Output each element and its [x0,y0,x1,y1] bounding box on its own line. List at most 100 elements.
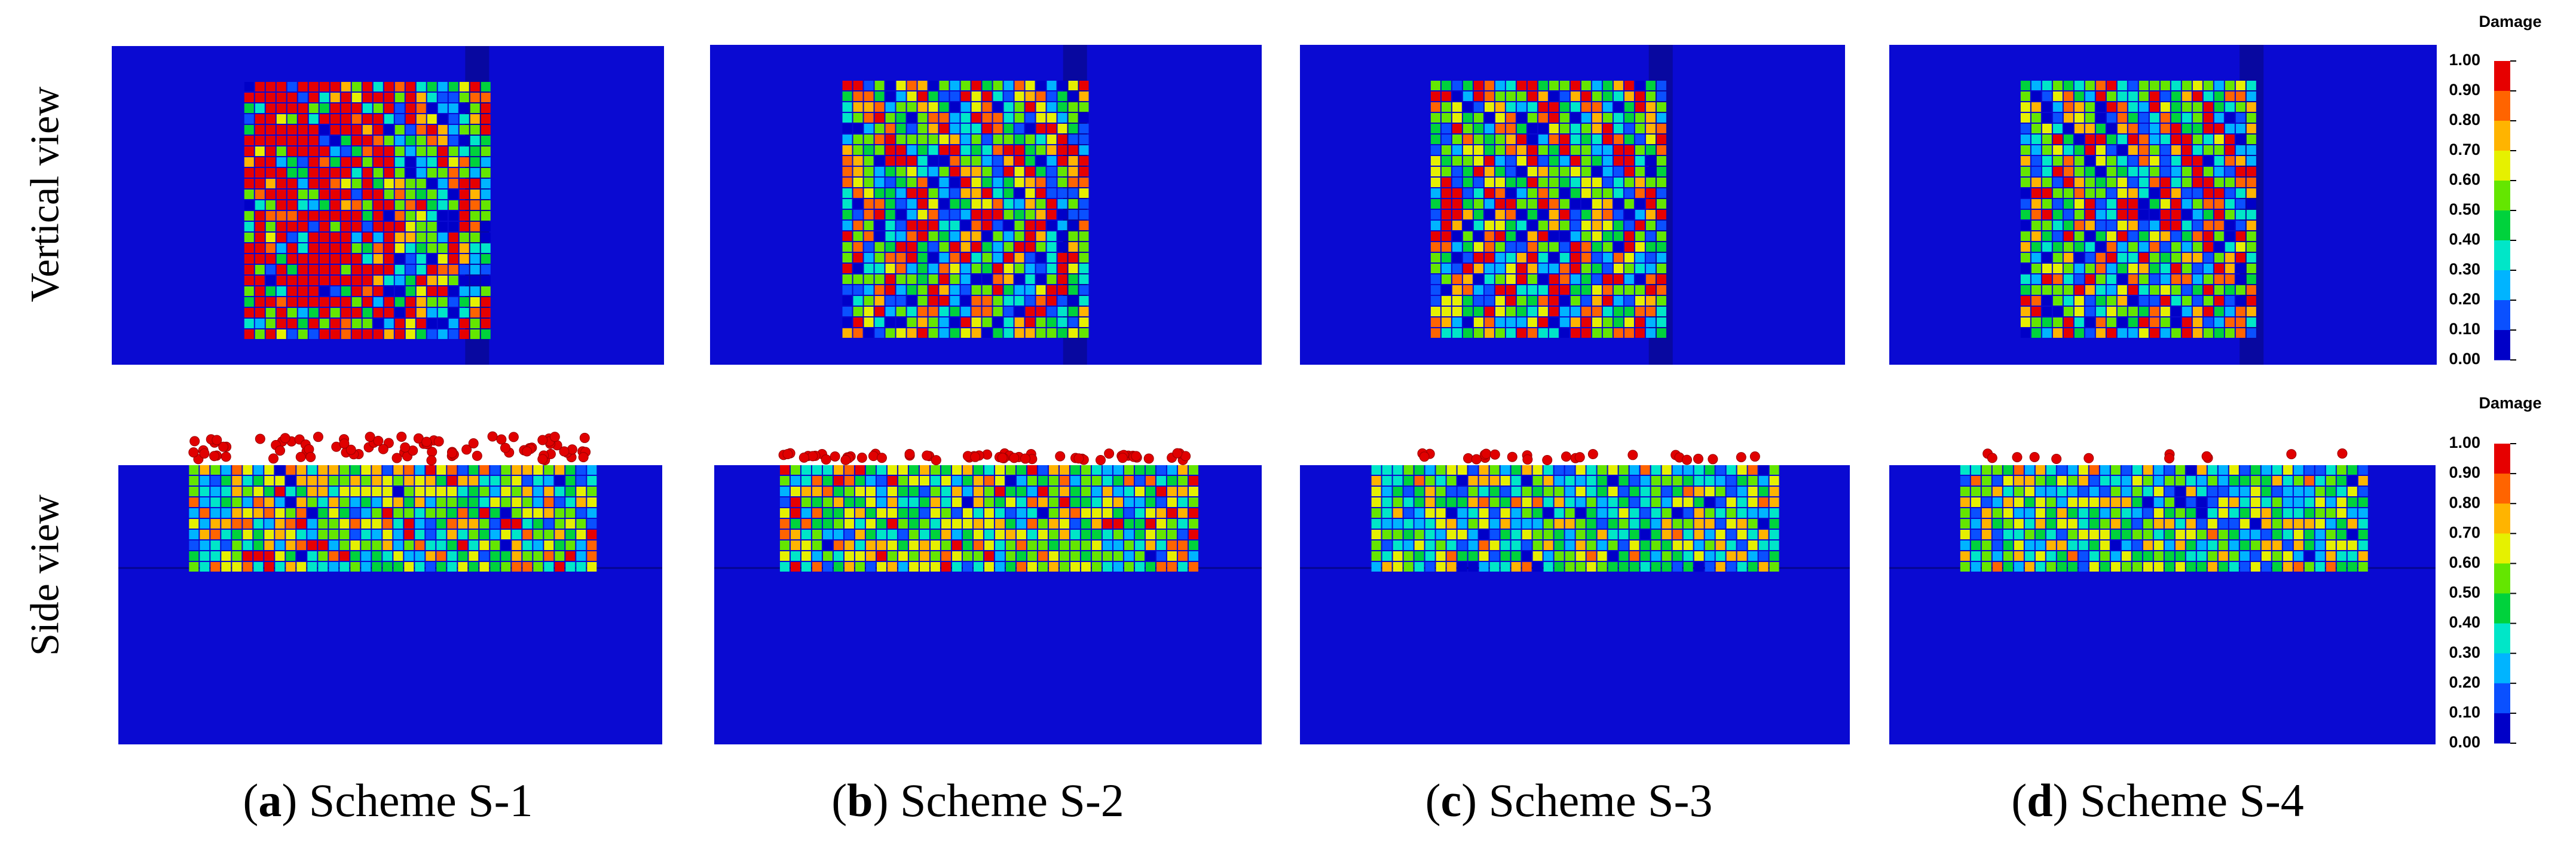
damage-cell [960,167,971,176]
damage-cell [1079,242,1089,252]
damage-cell [896,124,906,133]
damage-cell [501,562,511,572]
damage-cell [2225,242,2235,252]
damage-cell [2003,541,2013,550]
damage-cell [993,328,1003,338]
damage-cell [1473,188,1483,198]
damage-cell [330,211,340,221]
damage-cell [1651,497,1661,507]
damage-cell [1597,465,1607,475]
damage-cell [812,508,822,518]
damage-cell [565,487,576,496]
damage-cell [1473,91,1483,101]
damage-cell [1645,328,1656,338]
damage-cell [470,222,480,231]
damage-cell [255,211,265,221]
damage-cell [2175,487,2185,496]
side-view-image [118,465,662,744]
colorbar-segment [2494,623,2510,654]
damage-cell [971,124,981,133]
damage-cell [1382,508,1392,518]
damage-cell [2192,124,2202,133]
damage-cell [842,81,852,90]
damage-cell [384,319,394,328]
damage-cell [2149,145,2159,155]
damage-cell [790,541,800,550]
damage-cell [1091,497,1102,507]
colorbar-tick-label: 0.90 [2449,81,2480,99]
damage-cell [1527,231,1537,241]
particle [2164,453,2174,463]
damage-cell [887,465,897,475]
damage-cell [2214,253,2224,262]
damage-cell [2042,81,2052,90]
damage-cell [1527,296,1537,306]
damage-cell [865,487,876,496]
damage-cell [1070,562,1080,572]
damage-cell [448,233,458,242]
damage-cell [1025,221,1035,230]
damage-cell [2175,519,2185,529]
damage-cell [2246,178,2256,187]
damage-cell [1629,541,1639,550]
particle [345,444,356,455]
damage-cell [438,190,448,199]
damage-cell [2246,167,2256,176]
damage-cell [1025,242,1035,252]
damage-cell [1036,317,1046,327]
damage-cell [459,211,469,221]
damage-cell [2358,562,2368,572]
damage-cell [1463,253,1473,262]
damage-cell [1662,551,1672,561]
colorbar-tick-label: 0.10 [2449,320,2480,338]
damage-cell [1452,274,1462,284]
damage-cell [244,114,254,124]
colorbar-segment [2494,474,2510,504]
damage-cell [448,200,458,210]
particle [396,431,407,442]
damage-cell [1452,145,1462,155]
damage-cell [876,476,886,485]
damage-cell [2186,562,2196,572]
damage-cell [1645,253,1656,262]
damage-cell [917,296,928,306]
damage-cell [971,296,981,306]
damage-cell [2246,188,2256,198]
damage-cell [952,519,962,529]
damage-cell [1635,264,1645,273]
damage-cell [351,114,362,124]
damage-cell [1489,519,1500,529]
damage-cell [1124,530,1134,539]
damage-cell [2225,145,2235,155]
damage-cell [329,476,339,485]
particle [1117,453,1128,463]
damage-cell [2240,476,2250,485]
damage-cell [2078,519,2088,529]
damage-cell [2063,210,2073,219]
damage-cell [1500,551,1510,561]
particle [365,432,375,442]
damage-cell [1549,317,1559,327]
damage-cell [255,136,265,145]
damage-cell [244,93,254,102]
damage-cell [2203,307,2213,316]
damage-cell [1635,210,1645,219]
damage-cell [469,476,479,485]
damage-cell [2207,562,2217,572]
damage-cell [1575,562,1586,572]
damage-cell [1694,519,1704,529]
damage-cell [950,113,960,123]
damage-cell [426,530,436,539]
damage-cell [265,276,276,285]
particle [1419,451,1430,462]
damage-cell [587,497,597,507]
damage-cell [1025,296,1035,306]
damage-cell [874,124,885,133]
damage-cell [287,200,297,210]
damage-cell [481,243,491,253]
damage-cell [470,308,480,317]
damage-cell [2283,551,2293,561]
damage-cell [1758,562,1769,572]
damage-cell [2121,465,2131,475]
damage-cell [853,307,863,316]
